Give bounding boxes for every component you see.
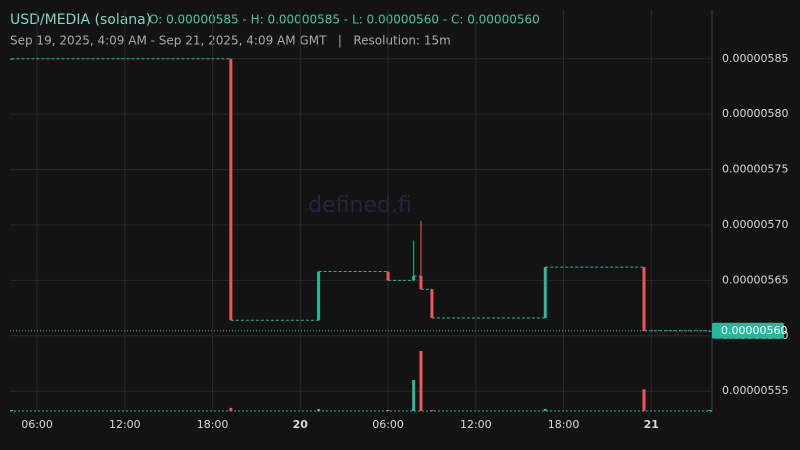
x-tick-label: 06:00 bbox=[372, 418, 404, 431]
chart-title: USD/MEDIA (solana) bbox=[10, 12, 151, 28]
candle-body bbox=[317, 271, 321, 321]
candle-body bbox=[543, 267, 547, 319]
x-tick-label: 12:00 bbox=[460, 418, 492, 431]
y-tick-label: 0.00000570 bbox=[722, 218, 788, 231]
volume-bar bbox=[430, 409, 434, 411]
candle-body bbox=[9, 58, 13, 60]
candle-body bbox=[430, 289, 434, 319]
volume-bar bbox=[229, 407, 233, 411]
candle-body bbox=[386, 271, 390, 281]
volume-bar bbox=[412, 379, 416, 411]
y-tick-label: 0.00000555 bbox=[722, 384, 788, 397]
volume-bar bbox=[317, 408, 321, 411]
last-price-label: 0.00000560 bbox=[721, 324, 787, 337]
candle-body bbox=[412, 275, 416, 281]
x-tick-label: 12:00 bbox=[109, 418, 141, 431]
x-tick-label: 20 bbox=[293, 418, 309, 431]
ohlc-text: O: 0.00000585 - H: 0.00000585 - L: 0.000… bbox=[149, 13, 540, 27]
x-tick-label: 06:00 bbox=[21, 418, 53, 431]
volume-bar bbox=[708, 409, 712, 411]
volume-bar bbox=[642, 389, 646, 411]
candle-body bbox=[419, 275, 423, 290]
y-tick-label: 0.00000575 bbox=[722, 163, 788, 176]
x-tick-label: 18:00 bbox=[197, 418, 229, 431]
y-tick-label: 0.00000585 bbox=[722, 52, 788, 65]
volume-bar bbox=[419, 351, 423, 411]
y-tick-label: 0.00000580 bbox=[722, 107, 788, 120]
volume-bar bbox=[543, 408, 547, 411]
volume-bar bbox=[9, 409, 13, 411]
watermark: defined.fi bbox=[308, 193, 412, 218]
volume-bar bbox=[386, 409, 390, 411]
x-tick-label: 21 bbox=[644, 418, 659, 431]
candle-body bbox=[642, 267, 646, 331]
last-price-box bbox=[712, 322, 784, 339]
subtitle: Sep 19, 2025, 4:09 AM - Sep 21, 2025, 4:… bbox=[10, 34, 451, 48]
candle-body bbox=[229, 58, 233, 321]
x-tick-label: 18:00 bbox=[548, 418, 580, 431]
y-tick-label: 0.00000565 bbox=[722, 273, 788, 286]
